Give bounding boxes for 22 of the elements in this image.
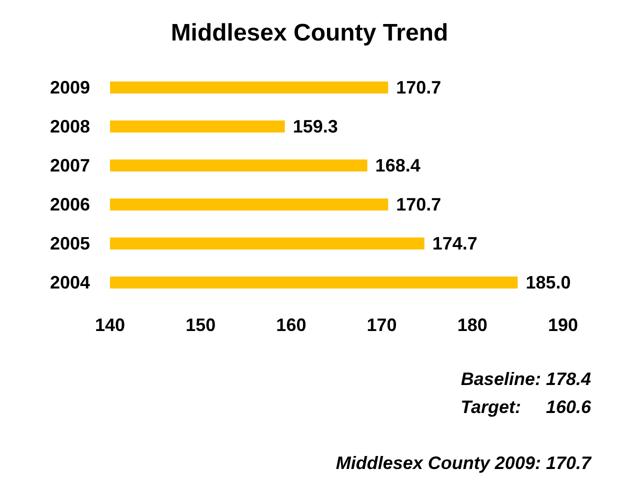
data-label: 168.4 [375, 156, 420, 176]
y-tick-label: 2009 [50, 78, 90, 98]
data-label: 159.3 [292, 116, 338, 136]
x-tick-label: 170 [366, 315, 397, 335]
y-tick-label: 2006 [50, 194, 90, 214]
y-tick-label: 2005 [50, 234, 90, 254]
text: Middlesex County 2009: 170.7 [336, 453, 592, 473]
x-tick-label: 190 [548, 315, 578, 335]
x-tick-label: 160 [276, 315, 306, 335]
data-label: 170.7 [396, 78, 442, 98]
chart-title: Middlesex County Trend [170, 20, 448, 46]
x-tick-label: 150 [186, 315, 216, 335]
x-tick-label: 140 [94, 315, 126, 335]
text: Baseline: 178.4 [460, 369, 591, 389]
x-tick-label: 180 [457, 315, 488, 335]
data-label: 174.7 [432, 234, 478, 254]
text: Target: 160.6 [460, 397, 592, 417]
y-tick-label: 2008 [50, 116, 90, 136]
data-label: 170.7 [396, 194, 442, 214]
y-tick-label: 2007 [50, 156, 90, 176]
data-label: 185.0 [526, 272, 571, 292]
y-tick-label: 2004 [50, 272, 90, 292]
